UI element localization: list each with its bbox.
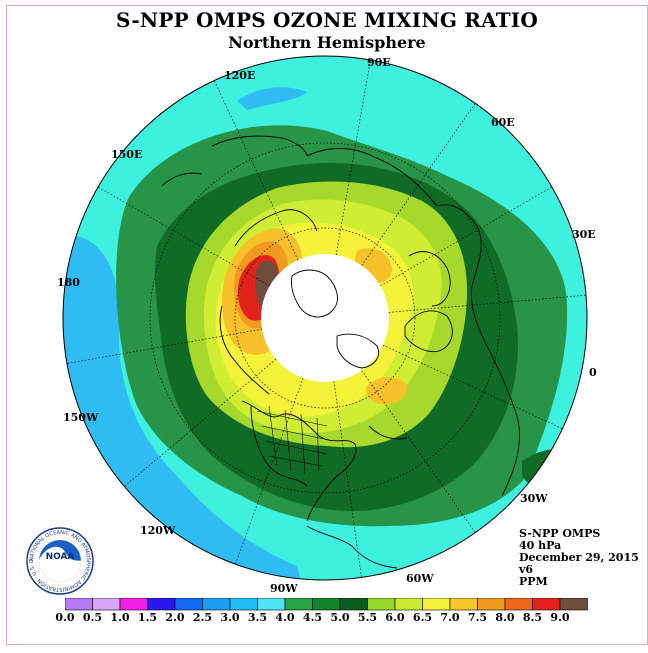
info-level: 40 hPa — [519, 539, 562, 552]
colorbar-swatch — [367, 598, 396, 611]
meridian-line — [235, 378, 304, 565]
meridian-line — [333, 381, 362, 578]
colorbar-swatch — [394, 598, 423, 611]
ozone-map-figure: S-NPP OMPS OZONE MIXING RATIO Northern H… — [6, 5, 648, 645]
colorbar-swatch — [477, 598, 506, 611]
colorbar-label: 1.0 — [110, 611, 130, 624]
meridian-line — [66, 328, 263, 364]
colorbar-label: 2.0 — [165, 611, 185, 624]
meridian-lines — [66, 59, 587, 578]
info-units: PPM — [519, 575, 548, 588]
ozone-level-7.0-7.5-south — [366, 377, 408, 405]
info-instrument: S-NPP OMPS — [519, 527, 601, 540]
longitude-label: 0 — [589, 366, 597, 379]
longitude-label: 60W — [406, 572, 434, 585]
colorbar-label: 0.5 — [82, 611, 103, 624]
meridian-line — [97, 186, 270, 287]
longitude-label: 30E — [572, 228, 596, 241]
colorbar-label: 8.0 — [495, 611, 515, 624]
colorbar-label: 8.5 — [522, 611, 543, 624]
colorbar-label: 7.5 — [467, 611, 488, 624]
colorbar-swatch — [312, 598, 341, 611]
meridian-line — [335, 59, 371, 256]
colorbar-swatch — [284, 598, 313, 611]
noaa-logo: NATIONAL OCEANIC AND ATMOSPHERIC ADMINIS… — [25, 526, 94, 595]
colorbar-swatch — [174, 598, 203, 611]
colorbar-swatch — [65, 598, 93, 611]
us-state-borders — [256, 405, 330, 475]
meridian-line — [124, 358, 277, 487]
colorbar-swatch — [339, 598, 368, 611]
polar-night-no-data — [261, 254, 389, 382]
colorbar-label: 6.0 — [385, 611, 405, 624]
longitude-label: 180 — [57, 276, 80, 289]
longitude-label: 120W — [140, 524, 176, 537]
colorbar-swatch — [119, 598, 148, 611]
ozone-level-3.0-3.5-north — [237, 87, 307, 110]
figure-subtitle: Northern Hemisphere — [228, 33, 426, 52]
colorbar-label: 7.0 — [440, 611, 460, 624]
longitude-label: 60E — [491, 116, 515, 129]
colorbar-swatch — [92, 598, 121, 611]
colorbar — [65, 598, 588, 611]
longitude-label: 30W — [520, 492, 548, 505]
longitude-label: 150E — [111, 148, 143, 161]
coastlines — [161, 135, 520, 569]
colorbar-label: 0.0 — [55, 611, 75, 624]
colorbar-label: 2.5 — [192, 611, 213, 624]
colorbar-label: 5.5 — [357, 611, 378, 624]
logo-text: NOAA — [46, 552, 75, 562]
colorbar-label: 4.0 — [275, 611, 295, 624]
colorbar-swatch — [559, 598, 588, 611]
dataset-info: S-NPP OMPS 40 hPa December 29, 2015 v6 P… — [519, 528, 639, 588]
colorbar-swatch — [449, 598, 478, 611]
colorbar-label: 9.0 — [550, 611, 570, 624]
longitude-label: 150W — [63, 411, 99, 424]
colorbar-swatch — [422, 598, 451, 611]
meridian-line — [388, 294, 587, 313]
colorbar-swatch — [202, 598, 231, 611]
figure-title: S-NPP OMPS OZONE MIXING RATIO — [116, 8, 538, 32]
polar-stereographic-map — [62, 55, 588, 581]
map-boundary — [62, 55, 588, 581]
longitude-label: 90E — [367, 56, 391, 69]
longitude-label: 90W — [270, 582, 298, 595]
info-version: v6 — [519, 563, 534, 576]
colorbar-label: 3.0 — [220, 611, 240, 624]
info-date: December 29, 2015 — [519, 551, 639, 564]
colorbar-label: 1.5 — [137, 611, 158, 624]
graticule — [149, 142, 501, 494]
longitude-label: 120E — [224, 69, 256, 82]
colorbar-label: 4.5 — [302, 611, 323, 624]
colorbar-swatch — [504, 598, 533, 611]
colorbar-swatch — [532, 598, 561, 611]
meridian-line — [361, 103, 476, 266]
colorbar-swatch — [229, 598, 258, 611]
meridian-line — [361, 370, 476, 533]
colorbar-label: 5.0 — [330, 611, 350, 624]
meridian-line — [213, 80, 299, 261]
colorbar-swatch — [147, 598, 176, 611]
ozone-field — [63, 56, 587, 580]
meridian-line — [380, 186, 553, 287]
meridian-line — [382, 344, 563, 430]
colorbar-label: 6.5 — [412, 611, 433, 624]
colorbar-label: 3.5 — [247, 611, 268, 624]
colorbar-swatch — [257, 598, 286, 611]
